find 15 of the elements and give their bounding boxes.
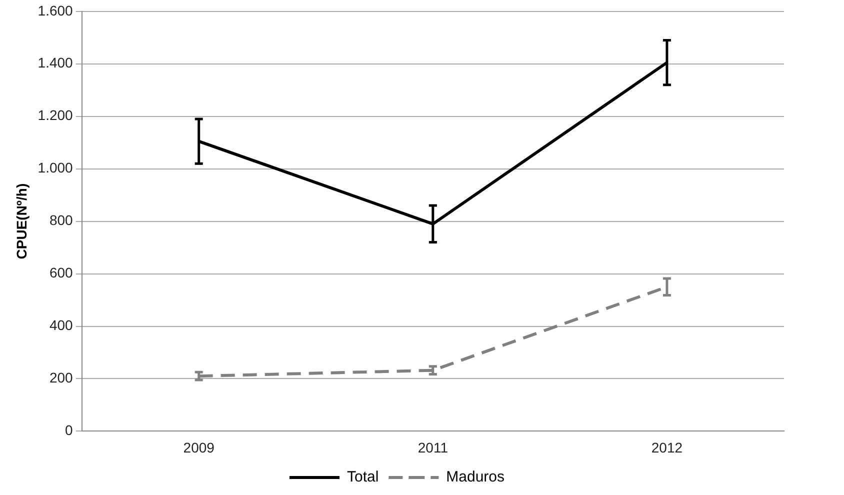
x-tick-label: 2011 [418, 439, 448, 456]
x-tick-label: 2009 [183, 439, 215, 456]
y-tick-label: 1.400 [38, 54, 74, 71]
x-tick-label: 2012 [651, 439, 683, 456]
legend-label: Maduros [446, 468, 505, 486]
y-axis-title: CPUE(Nº/h) [13, 183, 30, 260]
y-tick-label: 600 [49, 264, 74, 281]
y-tick-label: 200 [49, 370, 74, 386]
y-tick-label: 0 [65, 422, 74, 438]
y-tick-label: 400 [49, 317, 74, 334]
y-tick-label: 800 [49, 212, 74, 228]
y-tick-label: 1.600 [38, 2, 74, 18]
y-tick-label: 1.200 [38, 107, 74, 124]
y-tick-label: 1.000 [38, 160, 74, 176]
legend-label: Total [346, 468, 379, 486]
